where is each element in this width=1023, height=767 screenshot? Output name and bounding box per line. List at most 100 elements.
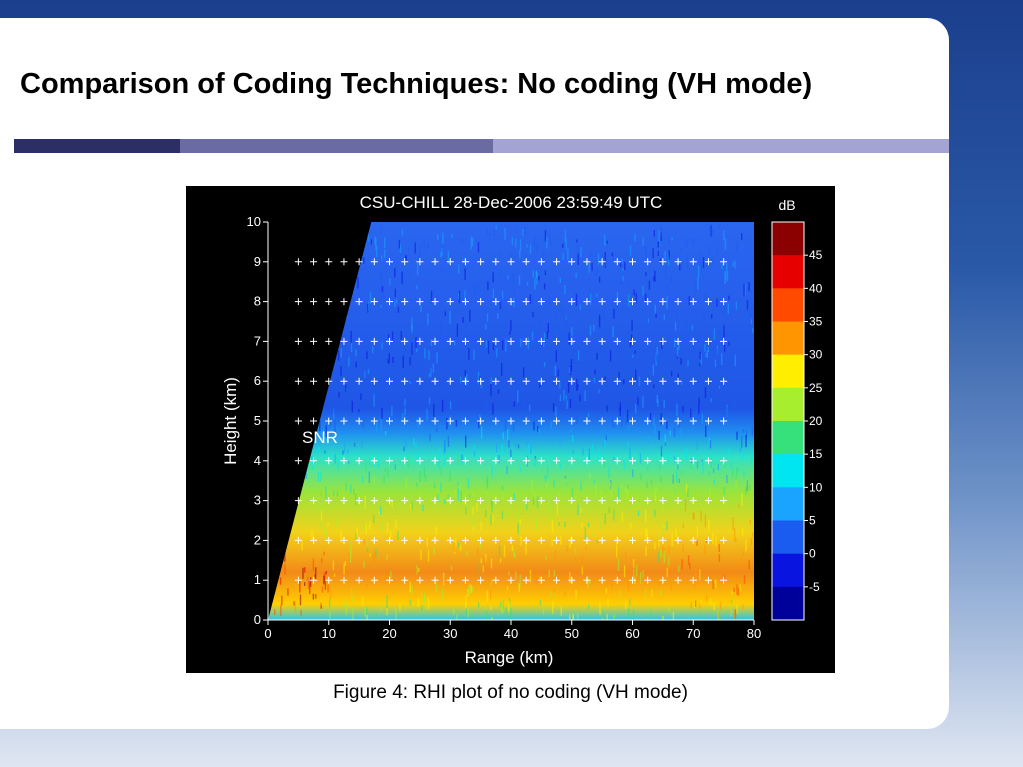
texture-speck — [660, 445, 663, 457]
texture-speck — [734, 609, 737, 619]
grid-cross — [446, 377, 454, 385]
texture-speck — [534, 234, 536, 247]
texture-speck — [478, 602, 480, 609]
texture-speck — [370, 239, 373, 245]
texture-speck — [680, 248, 683, 253]
texture-speck — [647, 290, 649, 302]
texture-speck — [402, 413, 404, 423]
texture-speck — [602, 452, 604, 463]
texture-speck — [440, 482, 442, 493]
grid-cross — [310, 298, 318, 306]
texture-speck — [634, 234, 636, 242]
texture-speck — [456, 613, 458, 620]
texture-speck — [380, 287, 382, 300]
texture-speck — [539, 576, 541, 582]
texture-speck — [544, 475, 546, 479]
texture-speck — [711, 314, 713, 319]
texture-speck — [373, 394, 375, 407]
texture-speck — [536, 574, 538, 585]
texture-speck — [424, 348, 426, 359]
texture-speck — [329, 589, 332, 600]
texture-speck — [345, 384, 347, 393]
texture-speck — [364, 608, 366, 617]
texture-speck — [415, 285, 418, 289]
texture-speck — [669, 380, 671, 390]
texture-speck — [504, 228, 506, 240]
texture-speck — [315, 567, 317, 580]
texture-speck — [589, 579, 591, 585]
texture-speck — [440, 321, 442, 334]
texture-speck — [605, 494, 607, 505]
texture-speck — [682, 406, 684, 413]
grid-cross — [446, 337, 454, 345]
texture-speck — [735, 475, 737, 489]
texture-speck — [472, 516, 475, 527]
texture-speck — [739, 447, 742, 453]
texture-speck — [511, 236, 514, 245]
texture-speck — [555, 406, 557, 419]
texture-speck — [369, 521, 371, 527]
texture-speck — [635, 369, 637, 380]
grid-cross — [704, 576, 712, 584]
texture-speck — [369, 292, 372, 304]
texture-speck — [439, 333, 441, 337]
grid-cross — [674, 497, 682, 505]
texture-speck — [321, 586, 324, 593]
texture-speck — [401, 271, 403, 284]
texture-speck — [491, 617, 493, 620]
texture-speck — [366, 615, 368, 620]
texture-speck — [678, 478, 680, 483]
texture-speck — [713, 328, 716, 340]
texture-speck — [635, 403, 637, 414]
texture-speck — [432, 359, 434, 367]
texture-speck — [687, 555, 690, 565]
texture-speck — [543, 283, 546, 290]
texture-speck — [467, 586, 470, 595]
texture-speck — [498, 455, 500, 464]
texture-speck — [337, 350, 340, 361]
texture-speck — [437, 234, 439, 240]
texture-speck — [662, 546, 664, 554]
texture-speck — [626, 488, 628, 499]
grid-cross — [674, 298, 682, 306]
texture-speck — [619, 402, 621, 411]
texture-speck — [733, 587, 735, 592]
texture-speck — [329, 607, 331, 619]
grid-cross — [370, 457, 378, 465]
texture-speck — [368, 471, 370, 483]
texture-speck — [621, 417, 623, 428]
texture-speck — [749, 397, 752, 403]
grid-cross — [446, 417, 454, 425]
grid-cross — [446, 457, 454, 465]
texture-speck — [539, 600, 542, 606]
texture-speck — [558, 522, 560, 526]
texture-speck — [604, 376, 606, 383]
texture-speck — [623, 460, 625, 470]
texture-speck — [447, 436, 450, 447]
texture-speck — [513, 493, 515, 500]
grid-cross — [431, 258, 439, 266]
texture-speck — [396, 388, 399, 398]
texture-speck — [492, 272, 494, 283]
texture-speck — [458, 264, 460, 274]
texture-speck — [580, 481, 582, 492]
texture-speck — [724, 238, 727, 250]
colorbar-tick-label: 20 — [809, 414, 823, 428]
texture-speck — [428, 373, 430, 378]
colorbar-tick-label: 35 — [809, 315, 823, 329]
texture-speck — [595, 374, 597, 387]
texture-speck — [609, 482, 611, 486]
texture-speck — [438, 457, 440, 470]
texture-speck — [652, 247, 654, 259]
texture-speck — [724, 303, 727, 314]
texture-speck — [557, 337, 560, 347]
texture-speck — [591, 531, 594, 537]
texture-speck — [353, 488, 355, 495]
grid-cross — [522, 298, 530, 306]
texture-speck — [682, 523, 684, 529]
texture-speck — [344, 316, 347, 329]
grid-cross — [310, 457, 318, 465]
texture-speck — [632, 354, 634, 358]
grid-cross — [720, 258, 728, 266]
texture-speck — [366, 538, 369, 550]
